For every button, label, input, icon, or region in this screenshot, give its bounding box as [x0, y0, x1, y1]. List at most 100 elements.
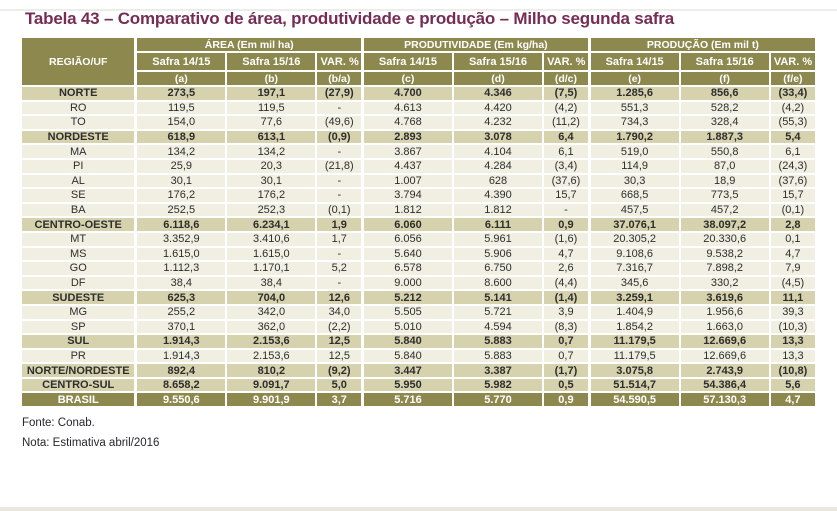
value-cell: 5.840	[361, 347, 454, 365]
value-cell: (4,2)	[768, 99, 818, 117]
value-cell: 9.901,9	[225, 391, 318, 409]
value-cell: (0,1)	[315, 201, 364, 219]
value-cell: (2,2)	[315, 318, 364, 336]
value-cell: (21,8)	[315, 157, 364, 175]
value-cell: 810,2	[225, 362, 318, 379]
value-cell: 134,2	[225, 143, 318, 160]
value-cell: 1.812	[451, 201, 545, 219]
header-safra-1415: Safra 14/15	[587, 51, 681, 72]
value-cell: 1.112,3	[134, 260, 228, 277]
value-cell: 8.600	[451, 274, 545, 292]
value-cell: 12,6	[315, 289, 364, 306]
table-row: NORDESTE 618,9 613,1 (0,9) 2.893 3.078 6,4 1.79…	[20, 128, 818, 146]
value-cell: 528,2	[678, 99, 771, 117]
header-safra-1516: Safra 15/16	[451, 51, 545, 72]
value-cell: 20,3	[225, 157, 318, 175]
region-cell: RO	[20, 99, 137, 117]
value-cell: 370,1	[134, 318, 228, 336]
value-cell: (10,3)	[768, 318, 818, 336]
value-cell: 6,4	[542, 128, 591, 146]
region-cell: TO	[20, 114, 137, 131]
value-cell: 4.613	[361, 99, 454, 117]
value-cell: (24,3)	[768, 157, 818, 175]
value-cell: 5.883	[451, 333, 545, 350]
value-cell: 5.883	[451, 347, 545, 365]
value-cell: (1,7)	[542, 362, 591, 379]
value-cell: 6.056	[361, 230, 454, 248]
table-row: MG 255,2 342,0 34,0 5.505 5.721 3,9 1.404,9 1.95…	[20, 303, 818, 321]
header-safra-1516: Safra 15/16	[225, 51, 318, 72]
value-cell: (4,5)	[768, 274, 818, 292]
value-cell: 6,1	[542, 143, 591, 160]
value-cell: 1.615,0	[134, 245, 228, 263]
value-cell: 38,4	[134, 274, 228, 292]
value-cell: 38,4	[225, 274, 318, 292]
header-letter: (c)	[361, 70, 454, 87]
value-cell: 114,9	[587, 157, 681, 175]
value-cell: 5.950	[361, 376, 454, 394]
value-cell: 1.854,2	[587, 318, 681, 336]
header-safra-1516: Safra 15/16	[678, 51, 771, 72]
header-var-pct: VAR. %	[542, 51, 591, 72]
value-cell: 0,9	[542, 391, 591, 409]
value-cell: 11.179,5	[587, 333, 681, 350]
region-cell: MS	[20, 245, 137, 263]
value-cell: 1.615,0	[225, 245, 318, 263]
value-cell: 9.108,6	[587, 245, 681, 263]
value-cell: 3.075,8	[587, 362, 681, 379]
value-cell: 2.153,6	[225, 347, 318, 365]
header-safra-1415: Safra 14/15	[361, 51, 454, 72]
value-cell: 3.078	[451, 128, 545, 146]
value-cell: -	[542, 201, 591, 219]
value-cell: (37,6)	[768, 172, 818, 190]
value-cell: 1.007	[361, 172, 454, 190]
region-cell: SUDESTE	[20, 289, 137, 306]
value-cell: 15,7	[768, 187, 818, 204]
table-row: PR 1.914,3 2.153,6 12,5 5.840 5.883 0,7 11.179,…	[20, 347, 818, 365]
value-cell: 4.594	[451, 318, 545, 336]
value-cell: 6,1	[768, 143, 818, 160]
value-cell: 3,9	[542, 303, 591, 321]
value-cell: (11,2)	[542, 114, 591, 131]
value-cell: 3.794	[361, 187, 454, 204]
value-cell: 4.346	[451, 85, 545, 102]
value-cell: 704,0	[225, 289, 318, 306]
value-cell: 252,3	[225, 201, 318, 219]
value-cell: 119,5	[134, 99, 228, 117]
value-cell: 457,2	[678, 201, 771, 219]
value-cell: 51.514,7	[587, 376, 681, 394]
value-cell: (27,9)	[315, 85, 364, 102]
value-cell: 1.812	[361, 201, 454, 219]
value-cell: 625,3	[134, 289, 228, 306]
value-cell: 1.790,2	[587, 128, 681, 146]
value-cell: 3.410,6	[225, 230, 318, 248]
value-cell: (0,9)	[315, 128, 364, 146]
value-cell: (1,6)	[542, 230, 591, 248]
table-row: CENTRO-SUL 8.658,2 9.091,7 5,0 5.950 5.982 0,5…	[20, 376, 818, 394]
value-cell: 2.153,6	[225, 333, 318, 350]
region-cell: AL	[20, 172, 137, 190]
table-row: SE 176,2 176,2-3.794 4.390 15,7 668,5 773,5 15,…	[20, 187, 818, 204]
table-row: SUDESTE 625,3 704,0 12,6 5.212 5.141 (1,4) 3.25…	[20, 289, 818, 306]
value-cell: 342,0	[225, 303, 318, 321]
value-cell: 13,3	[768, 333, 818, 350]
value-cell: 9.091,7	[225, 376, 318, 394]
region-cell: MT	[20, 230, 137, 248]
value-cell: 856,6	[678, 85, 771, 102]
table-header: REGIÃO/UF ÁREA (Em mil ha) PRODUTIVIDADE…	[20, 36, 818, 87]
value-cell: 87,0	[678, 157, 771, 175]
value-cell: 4.104	[451, 143, 545, 160]
value-cell: 4.420	[451, 99, 545, 117]
value-cell: 9.550,6	[134, 391, 228, 409]
region-cell: SE	[20, 187, 137, 204]
region-cell: PI	[20, 157, 137, 175]
region-cell: CENTRO-OESTE	[20, 216, 137, 233]
region-cell: CENTRO-SUL	[20, 376, 137, 394]
value-cell: 328,4	[678, 114, 771, 131]
table-row: GO 1.112,3 1.170,1 5,2 6.578 6.750 2,6 7.316,7 7…	[20, 260, 818, 277]
table-body: NORTE 273,5 197,1 (27,9) 4.700 4.346 (7,5) 1.28…	[20, 85, 818, 409]
table-row: RO 119,5 119,5-4.613 4.420 (4,2) 551,3 528,2 (4…	[20, 99, 818, 117]
value-cell: (49,6)	[315, 114, 364, 131]
value-cell: 6.578	[361, 260, 454, 277]
value-cell: 197,1	[225, 85, 318, 102]
